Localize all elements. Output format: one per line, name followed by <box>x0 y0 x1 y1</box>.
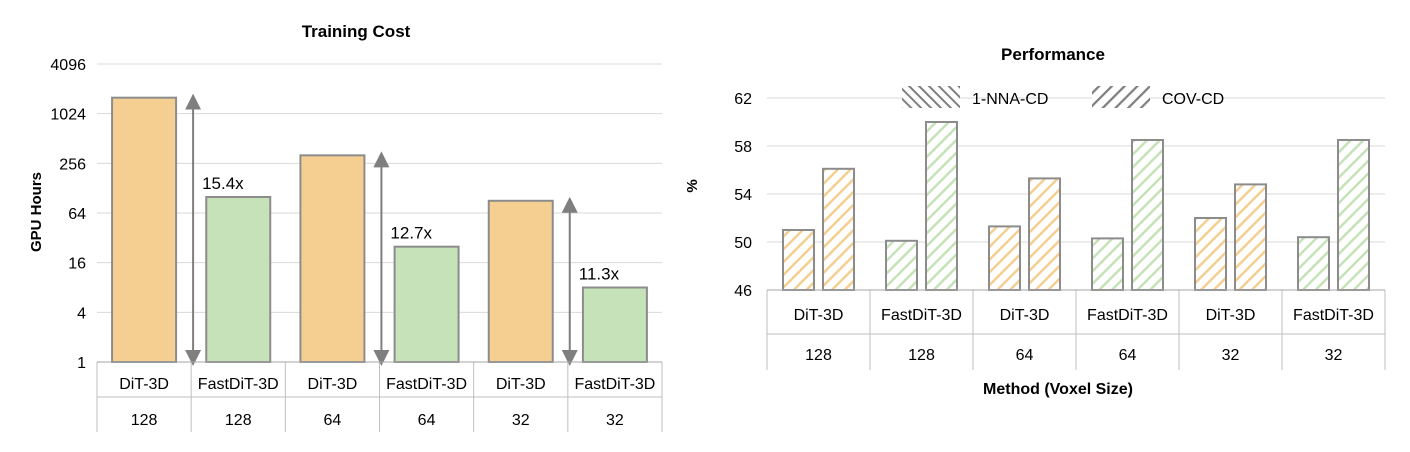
category-voxel-label: 64 <box>324 412 342 429</box>
category-voxel-label: 128 <box>131 412 158 429</box>
bars <box>782 121 1370 292</box>
y-tick-label: 46 <box>734 283 752 300</box>
x-axis-label: Method (Voxel Size) <box>983 381 1133 398</box>
y-tick-label: 54 <box>734 187 752 204</box>
bar-1-nna-cd-fastdit-3d-128 <box>885 239 918 292</box>
category-voxel-label: 64 <box>1119 347 1137 364</box>
bars <box>111 96 648 363</box>
y-axis-label: % <box>684 179 701 192</box>
bar-cov-cd-dit-3d-64 <box>1028 177 1061 291</box>
speedup-label: 12.7x <box>390 224 432 243</box>
category-method-label: DiT-3D <box>794 307 844 324</box>
speedup-label: 15.4x <box>202 174 244 193</box>
category-method-label: FastDiT-3D <box>881 307 962 324</box>
category-table: DiT-3D 128 FastDiT-3D 128 DiT-3D 64 FastDiT-3D… <box>96 361 663 432</box>
speedup-annotations: 15.4x 12.7x 11.3x <box>202 174 619 283</box>
category-voxel-label: 128 <box>225 412 252 429</box>
bar-dit-3d-64 <box>299 154 366 363</box>
category-voxel-label: 128 <box>805 347 832 364</box>
y-tick-label: 256 <box>59 156 86 173</box>
y-tick-label: 64 <box>68 206 86 223</box>
category-voxel-label: 32 <box>512 412 530 429</box>
category-voxel-label: 32 <box>1325 347 1343 364</box>
y-tick-label: 58 <box>734 139 752 156</box>
category-voxel-label: 64 <box>1016 347 1034 364</box>
bar-1-nna-cd-dit-3d-32 <box>1194 217 1227 291</box>
bar-cov-cd-fastdit-3d-64 <box>1131 139 1164 291</box>
category-table: DiT-3D 128 FastDiT-3D 128 DiT-3D 64 FastDiT-3D… <box>766 289 1386 370</box>
category-voxel-label: 64 <box>418 412 436 429</box>
bar-cov-cd-dit-3d-32 <box>1234 183 1267 291</box>
speedup-arrows <box>185 93 578 366</box>
y-tick-label: 1024 <box>50 107 86 124</box>
category-method-label: DiT-3D <box>496 376 546 393</box>
training-cost-chart: Training Cost GPU Hours 1 4 16 64 256 1024 409… <box>28 22 663 432</box>
bar-1-nna-cd-dit-3d-128 <box>782 229 815 291</box>
speedup-label: 11.3x <box>579 265 620 284</box>
chart-title: Training Cost <box>302 22 411 41</box>
bar-1-nna-cd-fastdit-3d-32 <box>1297 236 1330 291</box>
legend-label-cov-cd: COV-CD <box>1162 91 1224 108</box>
category-method-label: FastDiT-3D <box>1087 307 1168 324</box>
legend: 1-NNA-CD COV-CD <box>902 86 1224 108</box>
category-method-label: DiT-3D <box>1000 307 1050 324</box>
y-tick-label: 16 <box>68 256 86 273</box>
legend-swatch-1-nna-cd <box>902 86 960 108</box>
category-method-label: DiT-3D <box>119 376 169 393</box>
category-method-label: FastDiT-3D <box>198 376 279 393</box>
bar-cov-cd-fastdit-3d-32 <box>1337 139 1370 291</box>
category-method-label: FastDiT-3D <box>386 376 467 393</box>
category-voxel-label: 128 <box>908 347 935 364</box>
bar-fastdit-3d-128 <box>205 196 272 363</box>
category-voxel-label: 32 <box>1222 347 1240 364</box>
bar-1-nna-cd-fastdit-3d-64 <box>1091 237 1124 291</box>
bar-cov-cd-dit-3d-128 <box>822 167 855 291</box>
grid-lines <box>767 97 1385 291</box>
category-method-label: FastDiT-3D <box>1293 307 1374 324</box>
y-tick-labels: 46 50 54 58 62 <box>734 91 752 300</box>
y-tick-labels: 1 4 16 64 256 1024 4096 <box>50 57 86 372</box>
bar-1-nna-cd-dit-3d-64 <box>988 225 1021 291</box>
category-method-label: DiT-3D <box>308 376 358 393</box>
y-tick-label: 4 <box>77 305 86 322</box>
legend-label-1-nna-cd: 1-NNA-CD <box>972 91 1048 108</box>
category-voxel-label: 32 <box>606 412 624 429</box>
legend-swatch-cov-cd <box>1092 86 1150 108</box>
category-method-label: DiT-3D <box>1206 307 1256 324</box>
y-tick-label: 1 <box>77 355 86 372</box>
y-tick-label: 4096 <box>50 57 86 74</box>
bar-dit-3d-128 <box>111 96 178 363</box>
y-axis-label: GPU Hours <box>28 172 45 252</box>
category-method-label: FastDiT-3D <box>574 376 655 393</box>
chart-title: Performance <box>1001 45 1105 64</box>
bar-cov-cd-fastdit-3d-128 <box>925 121 958 291</box>
y-tick-label: 50 <box>734 235 752 252</box>
y-tick-label: 62 <box>734 91 752 108</box>
